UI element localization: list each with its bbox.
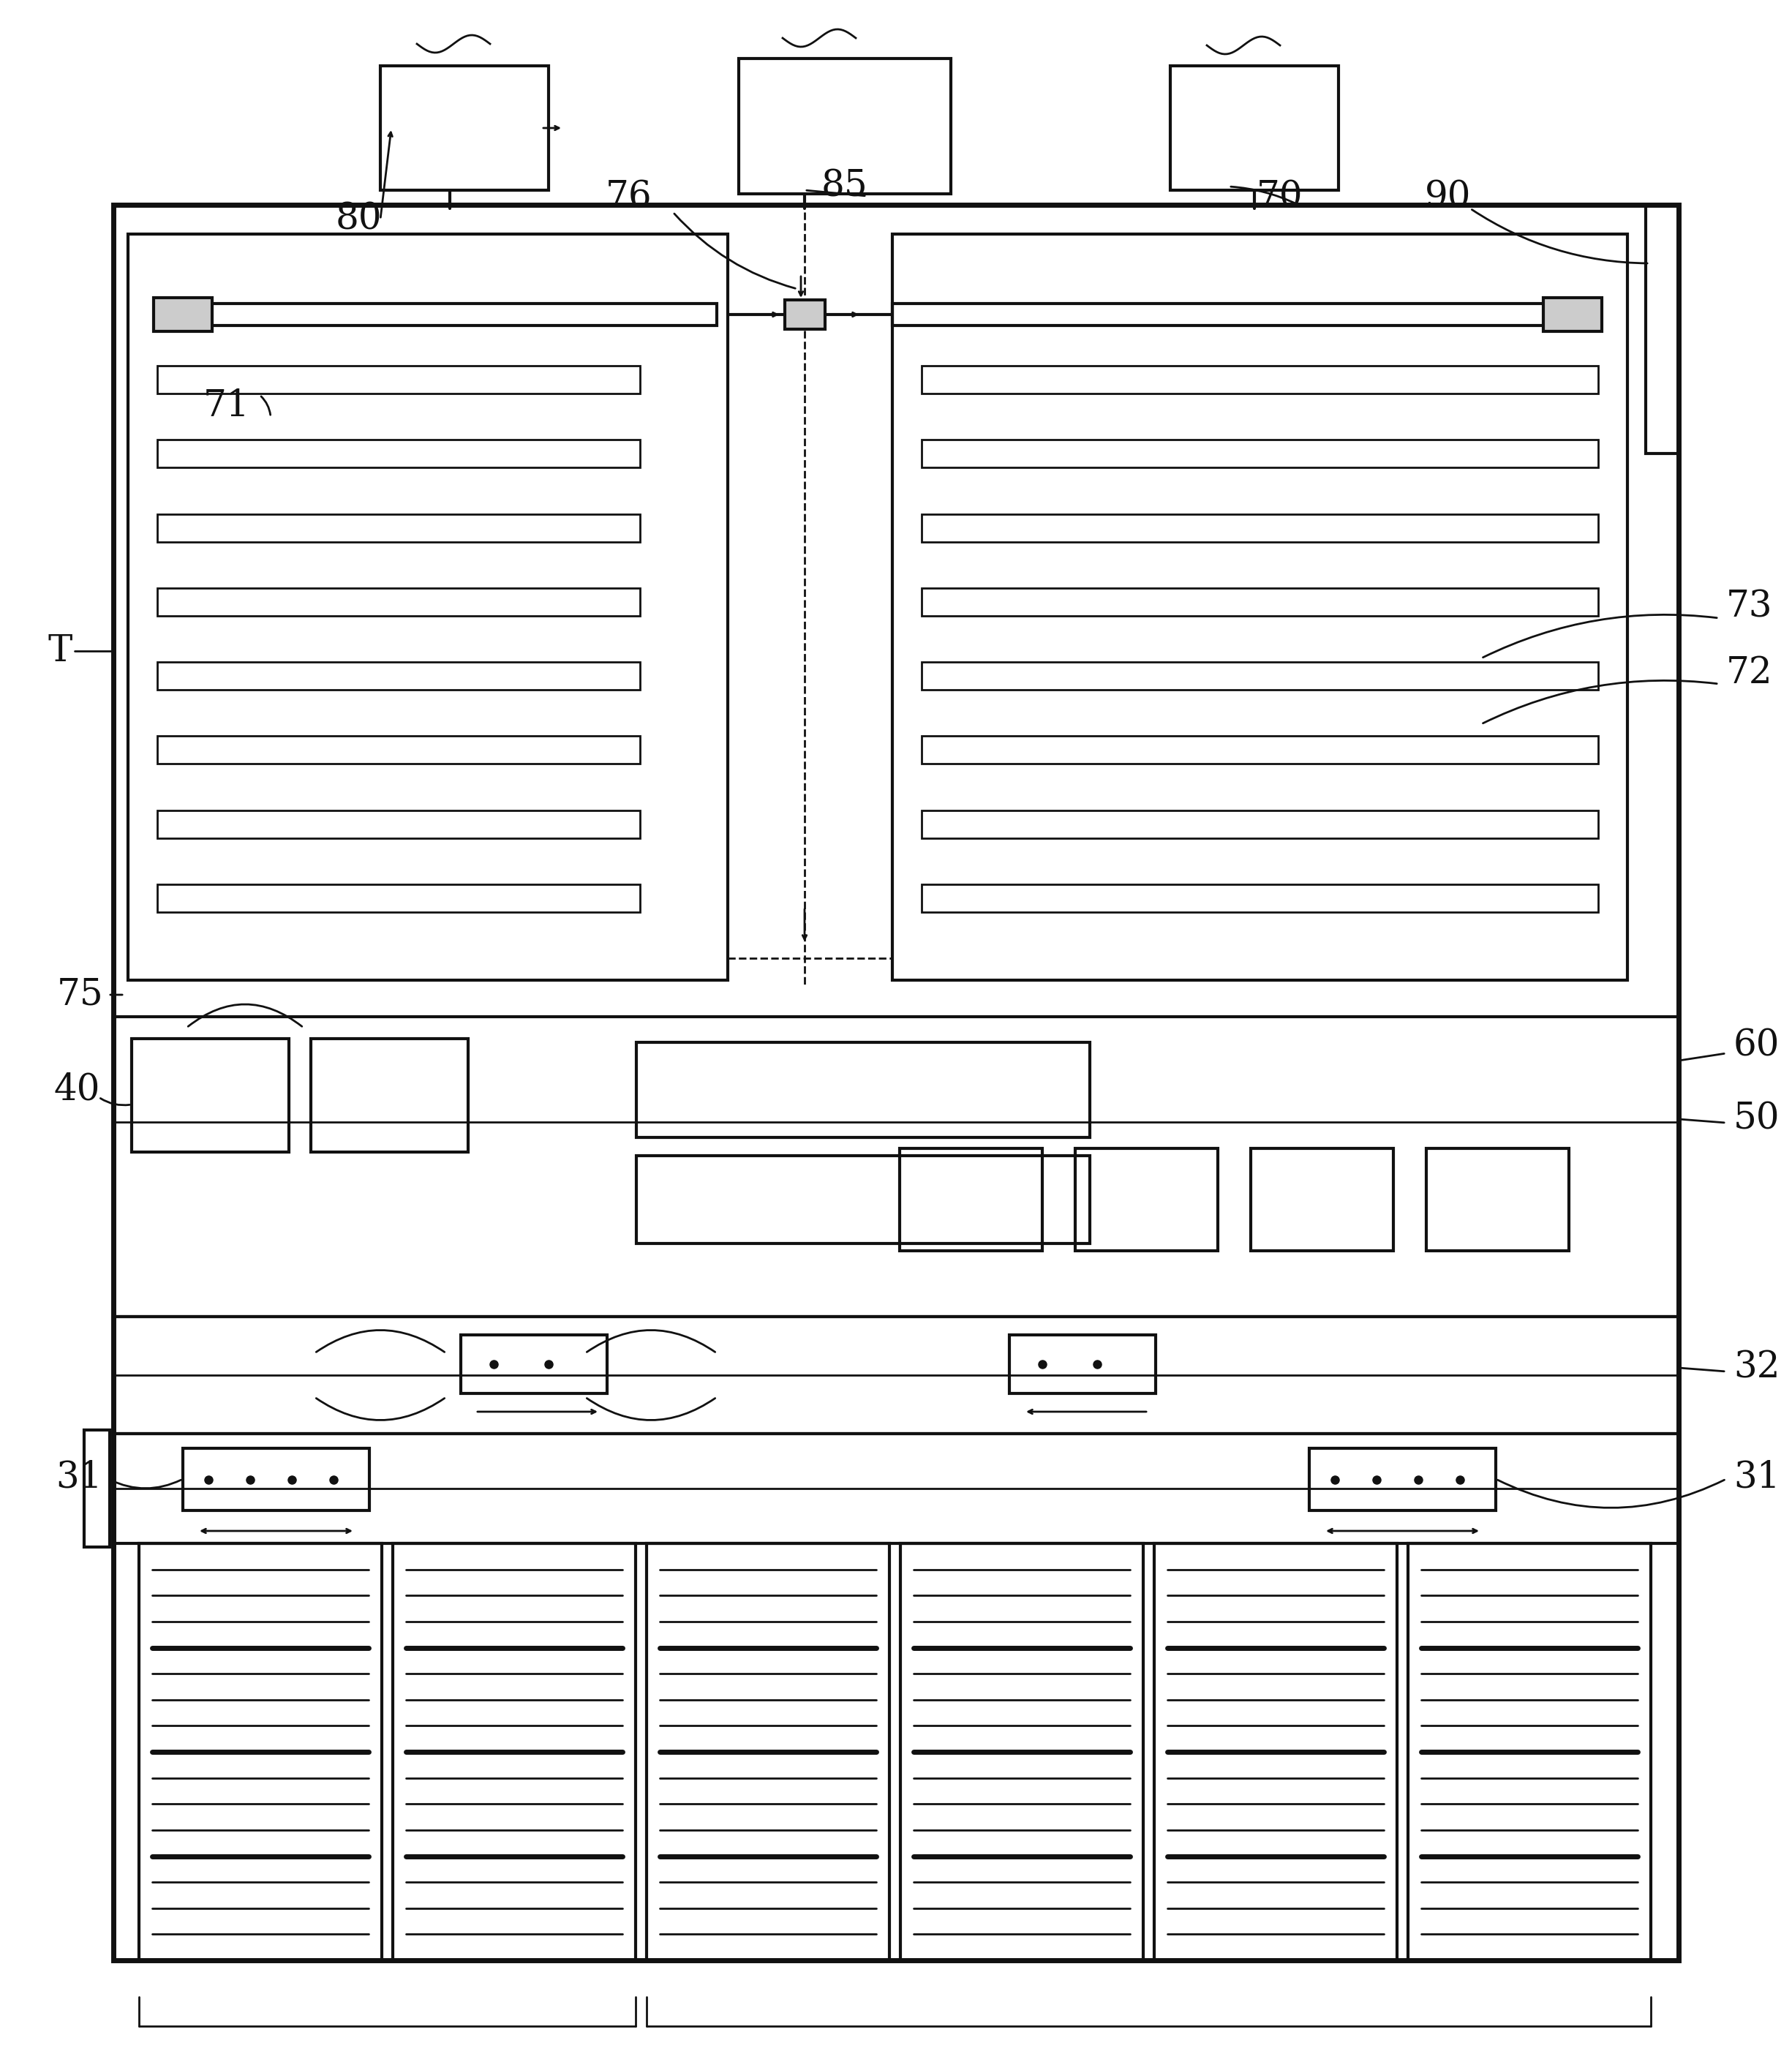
Bar <box>158 884 640 913</box>
Text: 50: 50 <box>1733 1101 1779 1136</box>
Bar <box>113 205 1679 1961</box>
Bar <box>183 1448 369 1510</box>
Bar <box>1645 205 1679 453</box>
Bar <box>1154 1542 1398 1961</box>
Bar <box>921 810 1598 839</box>
Bar <box>158 736 640 763</box>
Text: 32: 32 <box>1733 1350 1779 1386</box>
Bar <box>1009 1335 1156 1393</box>
Text: 75: 75 <box>57 976 104 1013</box>
Bar <box>636 1042 1090 1138</box>
Bar <box>113 1017 1679 1317</box>
Bar <box>1075 1149 1219 1251</box>
Text: 31: 31 <box>1733 1460 1779 1495</box>
Bar <box>921 736 1598 763</box>
Bar <box>921 884 1598 913</box>
Bar <box>392 1542 636 1961</box>
Bar <box>1251 1149 1394 1251</box>
Bar <box>921 589 1598 615</box>
Text: 72: 72 <box>1726 654 1772 691</box>
Bar <box>158 589 640 615</box>
Bar <box>158 662 640 689</box>
Bar <box>158 365 640 394</box>
Text: 73: 73 <box>1726 589 1772 626</box>
Bar <box>785 299 824 328</box>
Bar <box>1310 1448 1496 1510</box>
Bar <box>1426 1149 1570 1251</box>
Text: 40: 40 <box>54 1073 100 1108</box>
Bar <box>84 1430 109 1546</box>
Bar <box>892 234 1627 980</box>
Text: 85: 85 <box>821 168 867 205</box>
Bar <box>380 66 548 191</box>
Text: 60: 60 <box>1733 1028 1779 1064</box>
Bar <box>158 304 717 326</box>
Bar <box>738 59 952 195</box>
Bar <box>310 1038 468 1153</box>
Text: 76: 76 <box>606 178 652 215</box>
Bar <box>921 439 1598 468</box>
Bar <box>636 1155 1090 1243</box>
Text: 80: 80 <box>335 201 382 238</box>
Text: T: T <box>48 634 72 669</box>
Bar <box>1409 1542 1650 1961</box>
Bar <box>647 1542 889 1961</box>
Bar <box>154 297 211 332</box>
Text: 70: 70 <box>1256 178 1303 215</box>
Bar <box>127 234 728 980</box>
Text: 71: 71 <box>204 388 251 425</box>
Bar <box>921 662 1598 689</box>
Bar <box>158 810 640 839</box>
Bar <box>158 439 640 468</box>
Bar <box>900 1149 1043 1251</box>
Text: 90: 90 <box>1425 178 1471 215</box>
Bar <box>140 1542 382 1961</box>
Bar <box>1170 66 1339 191</box>
Bar <box>921 365 1598 394</box>
Bar <box>1543 297 1602 332</box>
Bar <box>113 1434 1679 1542</box>
Bar <box>461 1335 607 1393</box>
Text: 31: 31 <box>56 1460 102 1495</box>
Bar <box>113 1317 1679 1434</box>
Bar <box>900 1542 1143 1961</box>
Bar <box>921 515 1598 541</box>
Bar <box>131 1038 289 1153</box>
Bar <box>892 304 1598 326</box>
Bar <box>158 515 640 541</box>
